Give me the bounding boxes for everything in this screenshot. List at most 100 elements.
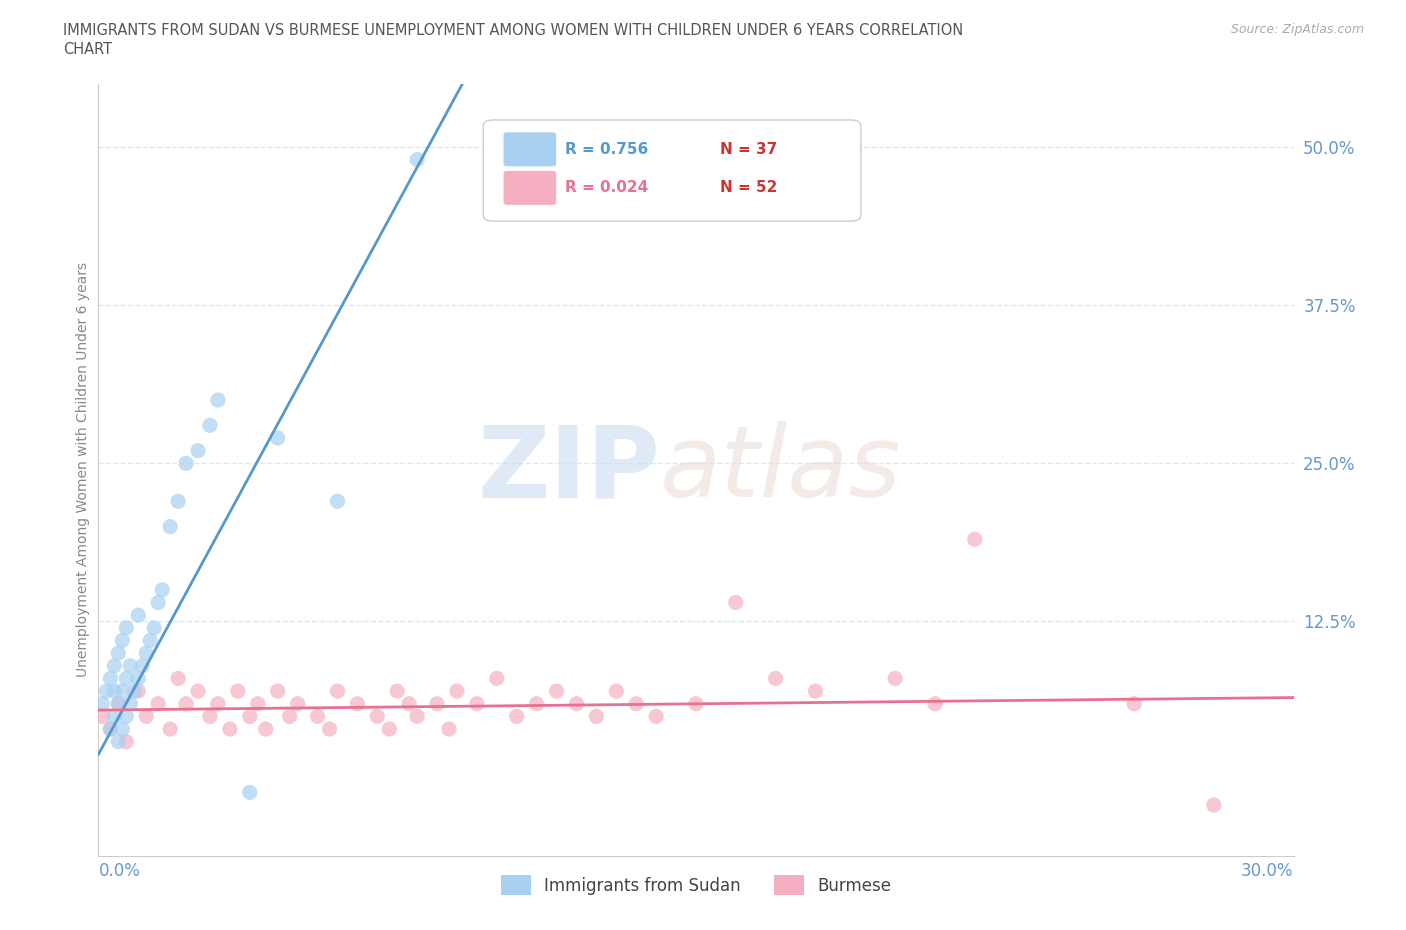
Point (159, 722, 181, 737)
Text: N = 37: N = 37 (720, 141, 778, 157)
Point (278, 709, 301, 724)
Text: R = 0.756: R = 0.756 (565, 141, 648, 157)
Point (159, 519, 181, 534)
Point (963, 532, 986, 547)
Point (91, 709, 114, 724)
Point (326, 494, 349, 509)
Point (98, 722, 122, 737)
Point (139, 633, 162, 648)
Point (111, 722, 134, 737)
Point (226, 684, 249, 698)
Text: IMMIGRANTS FROM SUDAN VS BURMESE UNEMPLOYMENT AMONG WOMEN WITH CHILDREN UNDER 6 : IMMIGRANTS FROM SUDAN VS BURMESE UNEMPLO… (63, 23, 963, 38)
Text: R = 0.024: R = 0.024 (565, 180, 648, 195)
Point (198, 709, 221, 724)
Point (103, 658, 125, 673)
Point (96, 684, 118, 698)
Point (326, 684, 349, 698)
Point (378, 722, 401, 737)
Point (131, 658, 153, 673)
Point (267, 684, 290, 698)
Text: Source: ZipAtlas.com: Source: ZipAtlas.com (1230, 23, 1364, 36)
Point (143, 620, 166, 635)
Point (804, 684, 827, 698)
Point (107, 697, 129, 711)
Point (127, 671, 149, 686)
Point (198, 418, 221, 432)
Point (127, 607, 149, 622)
Point (406, 153, 429, 167)
Point (585, 709, 607, 724)
Point (526, 697, 548, 711)
Point (626, 697, 648, 711)
Point (465, 697, 488, 711)
Point (426, 697, 449, 711)
Point (318, 722, 340, 737)
Point (287, 697, 309, 711)
Point (398, 697, 420, 711)
Point (645, 709, 668, 724)
Point (103, 684, 125, 698)
Point (115, 620, 138, 635)
Point (565, 697, 588, 711)
Point (91, 697, 114, 711)
Y-axis label: Unemployment Among Women with Children Under 6 years: Unemployment Among Women with Children U… (76, 262, 90, 677)
Point (207, 392, 229, 407)
Point (150, 582, 173, 597)
Point (174, 456, 197, 471)
Point (924, 697, 946, 711)
Point (120, 658, 142, 673)
Point (446, 684, 468, 698)
Point (135, 645, 157, 660)
FancyBboxPatch shape (503, 171, 557, 205)
Point (307, 709, 329, 724)
Point (406, 709, 429, 724)
Text: CHART: CHART (63, 42, 112, 57)
Point (1123, 697, 1146, 711)
Point (437, 722, 460, 737)
Text: atlas: atlas (661, 421, 901, 518)
Point (267, 431, 290, 445)
FancyBboxPatch shape (503, 132, 557, 166)
Point (724, 595, 747, 610)
Point (605, 684, 627, 698)
Point (127, 684, 149, 698)
Point (115, 709, 138, 724)
Point (346, 697, 368, 711)
Text: N = 52: N = 52 (720, 180, 778, 195)
Point (765, 671, 787, 686)
Point (148, 595, 170, 610)
Point (148, 697, 170, 711)
Point (187, 684, 209, 698)
Point (187, 444, 209, 458)
Text: 30.0%: 30.0% (1241, 862, 1294, 880)
Point (546, 684, 568, 698)
Text: 0.0%: 0.0% (98, 862, 141, 880)
Point (107, 735, 129, 750)
Point (111, 684, 134, 698)
Point (111, 633, 134, 648)
Point (115, 671, 138, 686)
Point (385, 684, 409, 698)
Point (120, 697, 142, 711)
Point (135, 709, 157, 724)
Point (506, 709, 529, 724)
Point (1202, 798, 1225, 813)
Point (115, 735, 138, 750)
Point (685, 697, 707, 711)
Point (107, 645, 129, 660)
Point (884, 671, 907, 686)
Point (254, 722, 277, 737)
Point (98, 671, 122, 686)
Point (485, 671, 508, 686)
Point (174, 697, 197, 711)
Point (219, 722, 242, 737)
Point (107, 697, 129, 711)
Point (98, 722, 122, 737)
Text: ZIP: ZIP (477, 421, 661, 518)
Point (239, 785, 262, 800)
Point (246, 697, 269, 711)
Legend: Immigrants from Sudan, Burmese: Immigrants from Sudan, Burmese (494, 869, 898, 901)
Point (167, 494, 190, 509)
Point (207, 697, 229, 711)
Point (124, 684, 146, 698)
